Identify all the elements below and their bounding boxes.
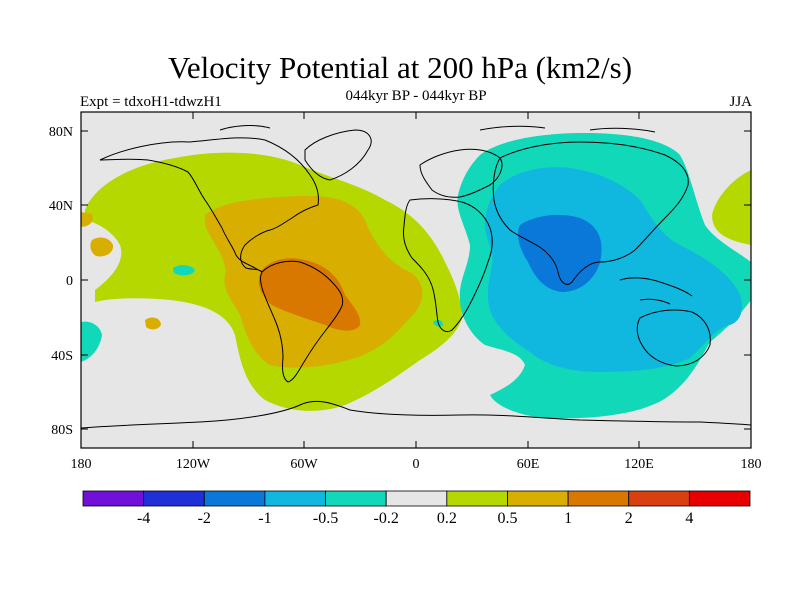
negative-region-strong xyxy=(517,214,602,292)
colorbar-swatch xyxy=(203,490,266,507)
coastlines xyxy=(81,125,751,429)
negative-patch-pacific xyxy=(173,265,195,276)
lat-tick-40n: 40N xyxy=(49,199,73,214)
positive-region-weak-east xyxy=(712,170,751,245)
colorbar-label: 0.2 xyxy=(437,510,457,527)
lon-ticks xyxy=(80,112,752,448)
colorbar-label: 2 xyxy=(625,510,633,527)
colorbar-swatch xyxy=(82,490,145,507)
colorbar-swatch xyxy=(507,490,569,507)
colorbar-swatch xyxy=(628,490,690,507)
colorbar-swatch xyxy=(264,490,326,507)
negative-region-weak-west xyxy=(81,321,102,362)
positive-patch-south xyxy=(145,317,161,330)
lon-tick-180w: 180 xyxy=(71,457,92,472)
lon-tick-120w: 120W xyxy=(176,457,211,472)
colorbar-label: -4 xyxy=(137,510,150,527)
colorbar-swatch xyxy=(143,490,205,507)
colorbar-label: -1 xyxy=(258,510,271,527)
colorbar-swatch xyxy=(688,490,751,507)
experiment-label: Expt = tdxoH1-tdwzH1 xyxy=(80,94,222,110)
coast-arctic xyxy=(219,125,656,133)
lat-tick-80n: 80N xyxy=(49,125,73,140)
colorbar-swatch xyxy=(385,490,448,507)
positive-patch-west-edge xyxy=(81,212,93,227)
coast-australia xyxy=(636,309,711,367)
coast-africa xyxy=(402,198,493,333)
colorbar: -4 -2 -1 -0.5 -0.2 0.2 0.5 1 2 4 xyxy=(82,490,751,527)
colorbar-swatch xyxy=(567,490,630,507)
colorbar-label: -0.5 xyxy=(313,510,338,527)
coast-antarctica xyxy=(81,400,751,429)
season-label: JJA xyxy=(729,94,752,110)
map-subtitle: 044kyr BP - 044kyr BP xyxy=(345,88,487,104)
colorbar-label: 4 xyxy=(685,510,693,527)
lon-tick-180e: 180 xyxy=(741,457,762,472)
coast-asia xyxy=(492,141,689,285)
positive-patch-pacific xyxy=(90,237,114,257)
coast-south-america xyxy=(260,260,344,383)
colorbar-label: 0.5 xyxy=(497,510,517,527)
lon-tick-120e: 120E xyxy=(624,457,654,472)
lat-ticks xyxy=(81,130,751,430)
lat-tick-80s: 80S xyxy=(51,423,73,438)
colorbar-swatch xyxy=(325,490,387,507)
coast-europe xyxy=(419,148,503,198)
lon-tick-60e: 60E xyxy=(517,457,540,472)
lat-tick-40s: 40S xyxy=(51,349,73,364)
colorbar-label: -2 xyxy=(198,510,211,527)
coast-north-america xyxy=(99,137,319,273)
coast-indonesia xyxy=(619,277,693,305)
lon-tick-0: 0 xyxy=(413,457,420,472)
lon-tick-60w: 60W xyxy=(290,457,318,472)
coast-greenland xyxy=(304,129,372,181)
positive-region-strong xyxy=(258,258,361,331)
colorbar-swatch xyxy=(446,490,508,507)
map-title: Velocity Potential at 200 hPa (km2/s) xyxy=(167,50,633,85)
colorbar-label: -0.2 xyxy=(374,510,399,527)
lat-tick-eq: 0 xyxy=(66,274,73,289)
map-panel xyxy=(81,112,751,448)
colorbar-label: 1 xyxy=(564,510,572,527)
